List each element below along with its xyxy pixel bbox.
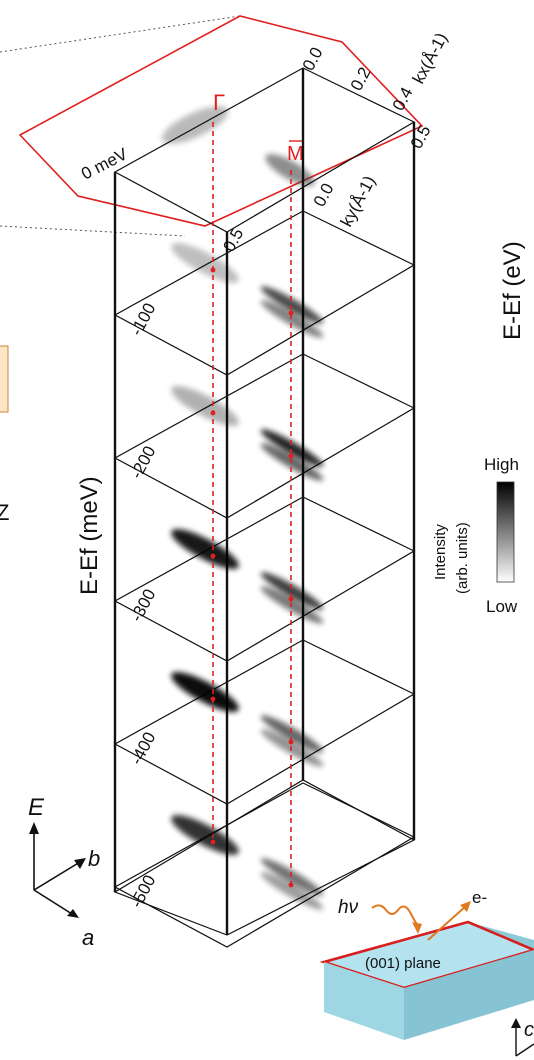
legend-title-line1: Intensity — [432, 524, 449, 580]
ky-axis-label: ky(Å-1) — [337, 173, 379, 230]
legend-high-label: High — [484, 455, 519, 474]
gamma-intensity-2 — [171, 386, 239, 426]
crystal-block — [319, 920, 534, 1040]
plane-frame-1 — [113, 210, 416, 376]
right-axis-label: E-Ef (eV) — [499, 241, 526, 340]
gamma-intensity-3 — [171, 529, 239, 569]
electron-label: e- — [472, 888, 487, 907]
m-intensity-2-1 — [260, 443, 324, 481]
plane-frame-4 — [113, 639, 416, 805]
gamma-intensity-4 — [171, 672, 239, 712]
m-intensity-1-0 — [260, 286, 324, 324]
electron-arrowhead — [460, 901, 471, 912]
guide-line-upper — [0, 15, 241, 53]
axis-c-base — [515, 1043, 534, 1057]
axis-e-label: E — [28, 794, 45, 821]
m-intensity-5-1 — [260, 872, 324, 910]
m-marker-3 — [288, 596, 294, 602]
photon-arrowhead — [412, 922, 422, 934]
gamma-intensity-1 — [171, 243, 239, 283]
axis-a-label: a — [82, 925, 94, 950]
axis-c-label: c — [524, 1019, 534, 1041]
gamma-label: Γ — [213, 90, 225, 115]
axis-c-arrowhead — [511, 1018, 521, 1028]
gamma-intensity-5 — [171, 815, 239, 855]
m-marker-1 — [288, 310, 294, 316]
kx-tick-1: 0.2 — [347, 64, 375, 94]
ky-tick-1: 0.0 — [310, 180, 338, 210]
energy-axis-label: E-Ef (meV) — [76, 476, 103, 595]
legend-title-line2: (arb. units) — [454, 522, 471, 594]
kx-tick-2: 0.4 — [389, 84, 417, 114]
guide-line-lower — [0, 225, 186, 237]
m-intensity-4-0 — [260, 715, 324, 753]
kx-axis-label: kx(Å-1) — [409, 30, 451, 87]
top-plane-edge — [77, 195, 206, 227]
m-intensity-2-0 — [260, 429, 324, 467]
m-intensity-1-1 — [260, 300, 324, 338]
fragment-box — [0, 345, 9, 413]
axis-b-label: b — [88, 846, 100, 871]
top-plane-energy-label: 0 meV — [78, 144, 131, 184]
legend-low-label: Low — [486, 597, 518, 616]
plane-frame-2 — [113, 353, 416, 519]
plane-frame-3 — [113, 496, 416, 662]
ky-tick-2: -0.5 — [217, 225, 248, 260]
m-intensity-3-1 — [260, 586, 324, 624]
ky-tick-0: 0.5 — [407, 122, 435, 152]
crystal-axes — [29, 822, 86, 918]
crystal-plane-label: (001) plane — [365, 955, 441, 972]
bottom-plane — [113, 779, 416, 936]
m-marker-2 — [288, 453, 294, 459]
m-label: M — [287, 143, 304, 165]
intensity-colorbar — [496, 481, 515, 583]
plane-frame-0 — [113, 67, 416, 233]
energy-planes: -100-200-300-400-500 — [113, 67, 416, 948]
m-intensity-5-0 — [260, 858, 324, 896]
photon-wave — [371, 904, 419, 927]
photon-label: hν — [338, 897, 359, 918]
fragment-letter: Z — [0, 500, 9, 525]
electron-arrow — [427, 905, 467, 941]
m-intensity-4-1 — [260, 729, 324, 767]
gamma-intensity-top — [161, 106, 229, 144]
m-intensity-3-0 — [260, 572, 324, 610]
